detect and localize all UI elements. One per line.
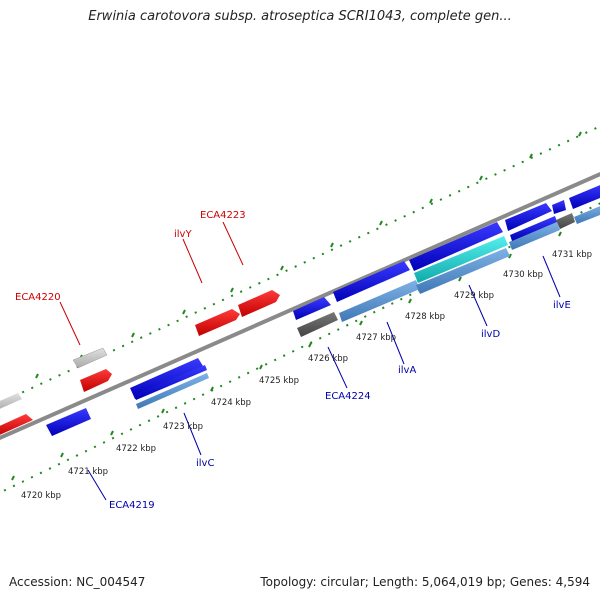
- gene-ilvd-light[interactable]: [416, 248, 510, 294]
- gene-eca4224-gray[interactable]: [297, 312, 338, 337]
- gene-eca4224-blue[interactable]: [293, 297, 331, 320]
- label-ilva[interactable]: ilvA: [398, 365, 416, 376]
- gene-fwd-small-arrow[interactable]: [80, 369, 112, 392]
- forward-genes: [0, 290, 280, 437]
- gene-ilvy-arrow[interactable]: [195, 309, 240, 336]
- label-eca4224[interactable]: ECA4224: [325, 391, 371, 402]
- gene-ilva-light[interactable]: [339, 280, 420, 322]
- coordinate-labels: 4720 kbp 4721 kbp 4722 kbp 4723 kbp 4724…: [21, 250, 592, 501]
- label-ilvy[interactable]: ilvY: [174, 229, 192, 240]
- gene-left-edge-silver[interactable]: [0, 393, 22, 411]
- gene-left-edge-red[interactable]: [0, 414, 33, 437]
- tick-label-4729: 4729 kbp: [454, 291, 494, 301]
- tick-label-4721: 4721 kbp: [68, 467, 108, 477]
- accession-text: Accession: NC_004547: [9, 575, 146, 589]
- label-eca4219[interactable]: ECA4219: [109, 500, 155, 511]
- label-ilvd[interactable]: ilvD: [481, 329, 500, 340]
- label-lines: [59, 221, 561, 501]
- gene-right-edge-light[interactable]: [574, 204, 600, 224]
- reverse-genes: [46, 183, 600, 436]
- tick-label-4731: 4731 kbp: [552, 250, 592, 260]
- tick-label-4727: 4727 kbp: [356, 333, 396, 343]
- gene-ilva-blue[interactable]: [333, 261, 410, 302]
- tick-label-4726: 4726 kbp: [308, 354, 348, 364]
- label-ilvc[interactable]: ilvC: [196, 458, 214, 469]
- tick-label-4722: 4722 kbp: [116, 444, 156, 454]
- gene-ilve-gray[interactable]: [556, 213, 575, 229]
- gene-ilvd-cyan[interactable]: [414, 236, 508, 283]
- gene-eca4220-arrow[interactable]: [72, 347, 108, 369]
- map-title: Erwinia carotovora subsp. atroseptica SC…: [88, 9, 512, 24]
- gene-ilve-blue-a[interactable]: [505, 203, 552, 231]
- gene-right-edge-blue[interactable]: [569, 183, 600, 209]
- label-ilve[interactable]: ilvE: [553, 300, 571, 311]
- tick-label-4723: 4723 kbp: [163, 422, 203, 432]
- gene-blue-cds-mid[interactable]: [134, 365, 207, 400]
- gene-ilvd-blue[interactable]: [409, 222, 503, 271]
- gene-ilvc-region-arrow[interactable]: [130, 358, 203, 399]
- tick-label-4728: 4728 kbp: [405, 312, 445, 322]
- gene-rev-left-arrow[interactable]: [46, 408, 91, 436]
- gene-ilvc-light[interactable]: [136, 373, 209, 409]
- gene-ilve-light[interactable]: [509, 222, 560, 250]
- tick-label-4720: 4720 kbp: [21, 491, 61, 501]
- reverse-tick-track: [0, 202, 600, 494]
- label-eca4220[interactable]: ECA4220: [15, 292, 61, 303]
- gene-eca4223-arrow[interactable]: [238, 290, 280, 317]
- gene-labels: ECA4220 ilvY ECA4223 ECA4219 ilvC ECA422…: [15, 210, 571, 511]
- label-eca4223[interactable]: ECA4223: [200, 210, 246, 221]
- tick-label-4725: 4725 kbp: [259, 376, 299, 386]
- genome-summary-text: Topology: circular; Length: 5,064,019 bp…: [260, 575, 590, 589]
- gene-ilve-blue-b[interactable]: [510, 216, 557, 241]
- gene-ilve-small-blue[interactable]: [552, 200, 566, 214]
- tick-label-4730: 4730 kbp: [503, 270, 543, 280]
- backbone-line: [0, 172, 600, 440]
- tick-label-4724: 4724 kbp: [211, 398, 251, 408]
